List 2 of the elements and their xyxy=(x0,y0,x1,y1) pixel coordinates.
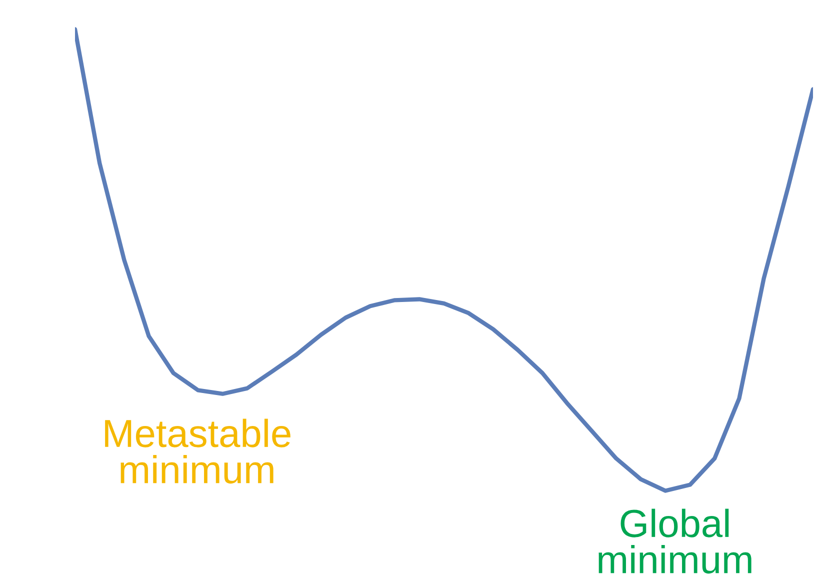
annotation: Metastable minimum xyxy=(105,418,290,484)
text: Global minimum xyxy=(598,508,752,574)
